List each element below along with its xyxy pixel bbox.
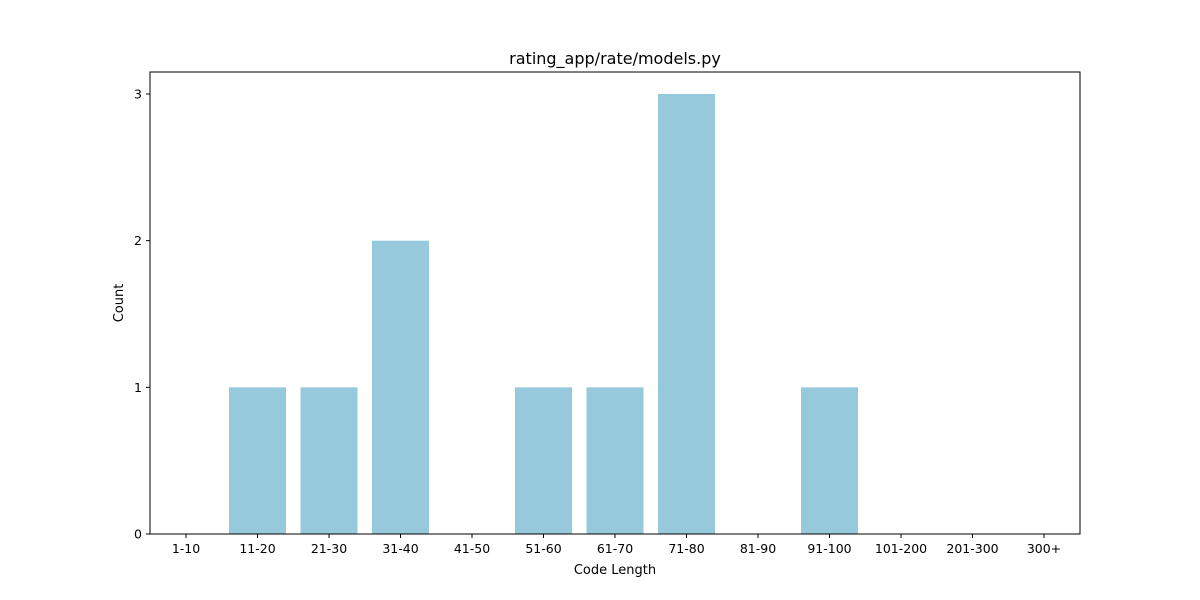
x-axis-ticks: 1-10 11-20 21-30 31-40 41-50 51-60 61-70 71-80 8… [172, 534, 1061, 556]
x-tick-label: 71-80 [668, 541, 704, 556]
bar-61-70 [586, 387, 644, 534]
x-tick-label: 41-50 [454, 541, 490, 556]
y-tick-label: 3 [134, 87, 142, 102]
y-tick-label: 2 [134, 233, 142, 248]
bar-91-100 [801, 387, 858, 534]
y-tick-label: 0 [134, 527, 142, 542]
x-tick-label: 101-200 [875, 541, 927, 556]
x-tick-label: 201-300 [946, 541, 998, 556]
x-tick-label: 81-90 [740, 541, 776, 556]
x-tick-label: 61-70 [597, 541, 633, 556]
x-tick-label: 91-100 [807, 541, 851, 556]
x-axis-label: Code Length [574, 563, 656, 578]
x-tick-label: 300+ [1027, 541, 1061, 556]
y-tick-label: 1 [134, 380, 142, 395]
plot-area-frame [149, 71, 1081, 535]
bar-71-80 [658, 94, 715, 534]
x-tick-label: 51-60 [525, 541, 561, 556]
bars-group [229, 94, 858, 534]
bar-31-40 [372, 240, 429, 534]
bar-51-60 [515, 387, 572, 534]
bar-11-20 [229, 387, 286, 534]
x-tick-label: 1-10 [172, 541, 200, 556]
x-tick-label: 21-30 [311, 541, 347, 556]
x-tick-label: 11-20 [239, 541, 275, 556]
y-axis-ticks: 0 1 2 3 [134, 87, 150, 542]
chart-title: rating_app/rate/models.py [509, 49, 721, 69]
bar-21-30 [300, 387, 358, 534]
x-tick-label: 31-40 [382, 541, 418, 556]
y-axis-label: Count [112, 284, 127, 323]
